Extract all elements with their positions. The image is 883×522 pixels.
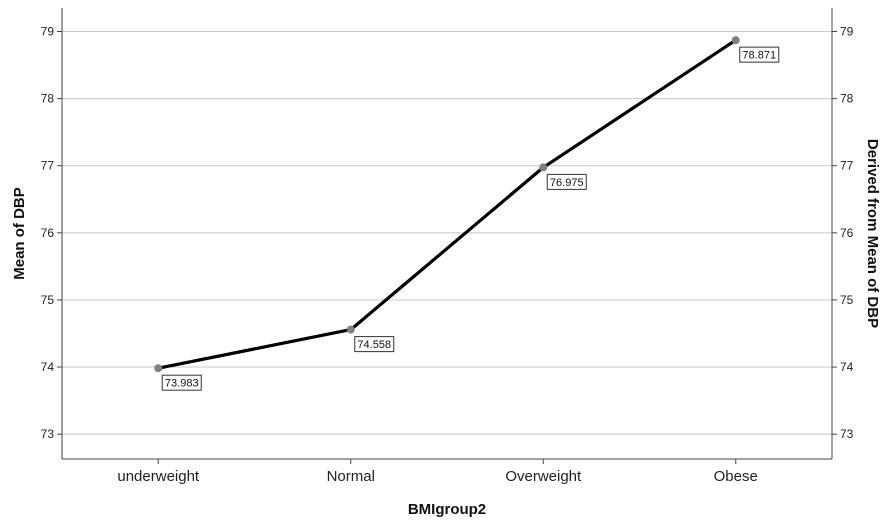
left-y-tick-label: 79 — [41, 24, 55, 38]
secondary-y-axis-title: Derived from Mean of DBP — [864, 139, 881, 328]
data-label: 74.558 — [354, 336, 395, 353]
right-y-tick-label: 77 — [840, 159, 854, 173]
right-y-tick-label: 73 — [840, 427, 854, 441]
data-label-box — [546, 173, 587, 190]
data-label: 73.983 — [161, 374, 202, 391]
data-labels: 73.983 74.558 76.975 78.871 — [161, 46, 780, 391]
left-y-tick-label: 76 — [41, 226, 55, 240]
data-point — [346, 325, 355, 334]
series-line — [157, 38, 737, 370]
data-point — [154, 364, 163, 373]
left-y-tick-label: 77 — [41, 159, 55, 173]
category-labels: underweight Normal Overweight Obese — [117, 459, 758, 485]
data-label-box — [161, 374, 202, 391]
data-label-box — [739, 46, 780, 63]
left-y-tick-label: 74 — [41, 360, 55, 374]
x-axis-title: BMIgroup2 — [408, 501, 486, 518]
x-category-label: Overweight — [505, 468, 582, 485]
data-label-text: 76.975 — [550, 177, 584, 189]
right-y-tick-label: 78 — [840, 92, 854, 106]
data-label: 76.975 — [546, 173, 587, 190]
data-label-text: 73.983 — [165, 378, 199, 390]
data-label: 78.871 — [739, 46, 780, 63]
left-y-tick-label: 73 — [41, 427, 55, 441]
data-label-text: 78.871 — [742, 50, 776, 62]
y-axis-title: Mean of DBP — [11, 187, 28, 280]
x-category-label: underweight — [117, 468, 200, 485]
gridlines — [62, 30, 832, 435]
right-y-tick-label: 79 — [840, 24, 854, 38]
x-category-label: Normal — [327, 468, 375, 485]
right-y-tick-label: 74 — [840, 360, 854, 374]
data-point — [539, 163, 548, 172]
left-y-tick-label: 75 — [41, 293, 55, 307]
right-y-tick-label: 75 — [840, 293, 854, 307]
data-points — [154, 36, 740, 373]
axes — [61, 8, 833, 460]
data-point — [731, 36, 740, 45]
left-y-tick-label: 78 — [41, 92, 55, 106]
data-label-box — [354, 336, 395, 353]
x-category-label: Obese — [714, 468, 758, 485]
data-label-text: 74.558 — [357, 339, 391, 351]
right-y-tick-label: 76 — [840, 226, 854, 240]
tick-labels: 73 73 74 74 75 75 76 76 77 77 78 78 79 79 — [41, 24, 854, 441]
